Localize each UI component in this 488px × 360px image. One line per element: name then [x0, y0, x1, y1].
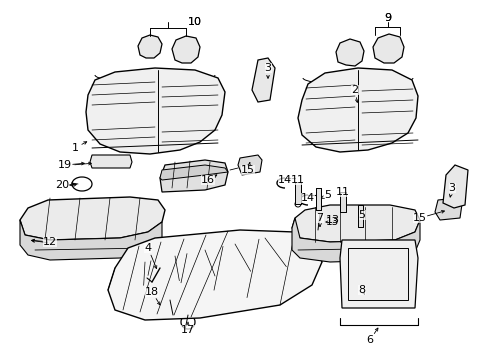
- Polygon shape: [442, 165, 467, 208]
- Polygon shape: [291, 205, 419, 242]
- Text: 4: 4: [144, 243, 151, 253]
- Text: 5: 5: [324, 190, 331, 200]
- Text: 10: 10: [187, 17, 202, 27]
- Text: 13: 13: [325, 217, 338, 227]
- Text: 9: 9: [384, 13, 391, 23]
- Polygon shape: [160, 165, 227, 180]
- Bar: [315, 188, 320, 210]
- Polygon shape: [20, 220, 162, 260]
- Polygon shape: [90, 155, 132, 168]
- Polygon shape: [434, 198, 461, 220]
- Text: 15: 15: [241, 165, 254, 175]
- Text: 15: 15: [412, 213, 426, 223]
- Polygon shape: [108, 230, 321, 320]
- Text: 14: 14: [277, 175, 291, 185]
- Text: 11: 11: [335, 187, 349, 197]
- Bar: [294, 182, 301, 204]
- Polygon shape: [251, 58, 274, 102]
- Text: 3: 3: [447, 183, 454, 193]
- Text: 2: 2: [351, 85, 358, 95]
- Polygon shape: [372, 34, 403, 63]
- Text: 17: 17: [181, 325, 195, 335]
- Text: 10: 10: [187, 17, 202, 27]
- Text: 20: 20: [55, 180, 69, 190]
- Polygon shape: [339, 240, 417, 308]
- Polygon shape: [335, 39, 363, 66]
- Text: 19: 19: [58, 160, 72, 170]
- Text: 14: 14: [300, 193, 314, 203]
- Text: 7: 7: [316, 213, 323, 223]
- Text: 11: 11: [290, 175, 305, 185]
- Text: 18: 18: [144, 287, 159, 297]
- Polygon shape: [172, 36, 200, 63]
- Text: 8: 8: [358, 285, 365, 295]
- Text: 9: 9: [384, 13, 391, 23]
- Text: 5: 5: [358, 210, 365, 220]
- Polygon shape: [238, 155, 262, 175]
- Polygon shape: [160, 160, 227, 192]
- Text: 1: 1: [71, 143, 79, 153]
- Text: 13: 13: [325, 215, 339, 225]
- Polygon shape: [86, 68, 224, 154]
- Polygon shape: [297, 68, 417, 152]
- Text: 12: 12: [43, 237, 57, 247]
- Bar: [357, 205, 362, 227]
- Polygon shape: [291, 218, 419, 262]
- Text: 6: 6: [366, 335, 373, 345]
- Polygon shape: [20, 197, 164, 240]
- Bar: [339, 192, 346, 212]
- Polygon shape: [138, 35, 162, 58]
- Text: 16: 16: [201, 175, 215, 185]
- Text: 3: 3: [264, 63, 271, 73]
